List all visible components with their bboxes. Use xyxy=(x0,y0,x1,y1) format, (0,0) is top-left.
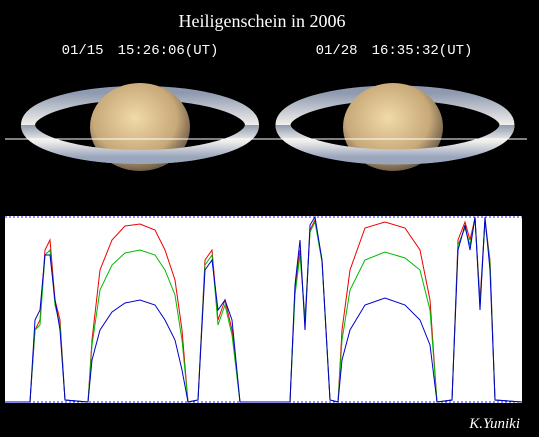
profile-plot xyxy=(5,215,523,403)
image-label: 01/15 15:26:06(UT) xyxy=(62,43,219,59)
image-label: 01/28 16:35:32(UT) xyxy=(316,43,473,59)
saturn-right xyxy=(275,83,515,171)
signature: K.Yuniki xyxy=(468,416,520,432)
saturn-left xyxy=(21,83,259,171)
title: Heiligenschein in 2006 xyxy=(179,11,346,31)
